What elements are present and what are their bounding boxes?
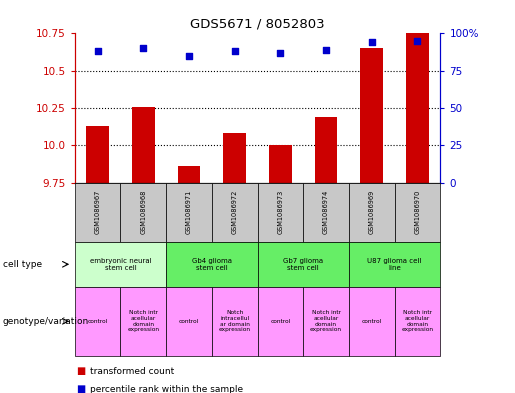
Text: U87 glioma cell
line: U87 glioma cell line: [367, 258, 422, 271]
Bar: [223, 134, 246, 183]
Text: control: control: [88, 319, 108, 324]
Text: Notch intr
acellular
domain
expression: Notch intr acellular domain expression: [402, 310, 434, 332]
Text: embryonic neural
stem cell: embryonic neural stem cell: [90, 258, 151, 271]
Text: Gb4 glioma
stem cell: Gb4 glioma stem cell: [192, 258, 232, 271]
Point: [185, 53, 193, 59]
Text: ■: ■: [76, 384, 85, 393]
Text: GSM1086974: GSM1086974: [323, 190, 329, 234]
Text: Notch intr
acellular
domain
expression: Notch intr acellular domain expression: [310, 310, 342, 332]
Text: ■: ■: [76, 366, 85, 376]
Text: GSM1086971: GSM1086971: [186, 190, 192, 234]
Text: GSM1086968: GSM1086968: [140, 190, 146, 234]
Point: [368, 39, 376, 46]
Bar: [360, 48, 383, 183]
Point: [231, 48, 239, 55]
Point: [93, 48, 101, 55]
Text: Notch intr
acellular
domain
expression: Notch intr acellular domain expression: [127, 310, 159, 332]
Text: GSM1086973: GSM1086973: [278, 190, 283, 234]
Point: [139, 45, 147, 51]
Point: [322, 47, 330, 53]
Text: Gb7 glioma
stem cell: Gb7 glioma stem cell: [283, 258, 323, 271]
Text: genotype/variation: genotype/variation: [3, 317, 89, 326]
Text: control: control: [179, 319, 199, 324]
Text: transformed count: transformed count: [90, 367, 175, 376]
Text: GSM1086967: GSM1086967: [95, 190, 100, 234]
Text: control: control: [362, 319, 382, 324]
Bar: [86, 126, 109, 183]
Point: [276, 50, 284, 56]
Text: GSM1086969: GSM1086969: [369, 190, 375, 234]
Text: GSM1086972: GSM1086972: [232, 190, 237, 234]
Text: Notch
intracellul
ar domain
expression: Notch intracellul ar domain expression: [219, 310, 251, 332]
Bar: [406, 33, 429, 183]
Point: [414, 38, 422, 44]
Text: control: control: [270, 319, 290, 324]
Text: percentile rank within the sample: percentile rank within the sample: [90, 385, 243, 393]
Bar: [178, 165, 200, 183]
Bar: [315, 117, 337, 183]
Text: GSM1086970: GSM1086970: [415, 190, 420, 234]
Text: cell type: cell type: [3, 260, 42, 269]
Bar: [269, 145, 292, 183]
Bar: [132, 107, 154, 183]
Title: GDS5671 / 8052803: GDS5671 / 8052803: [190, 18, 325, 31]
